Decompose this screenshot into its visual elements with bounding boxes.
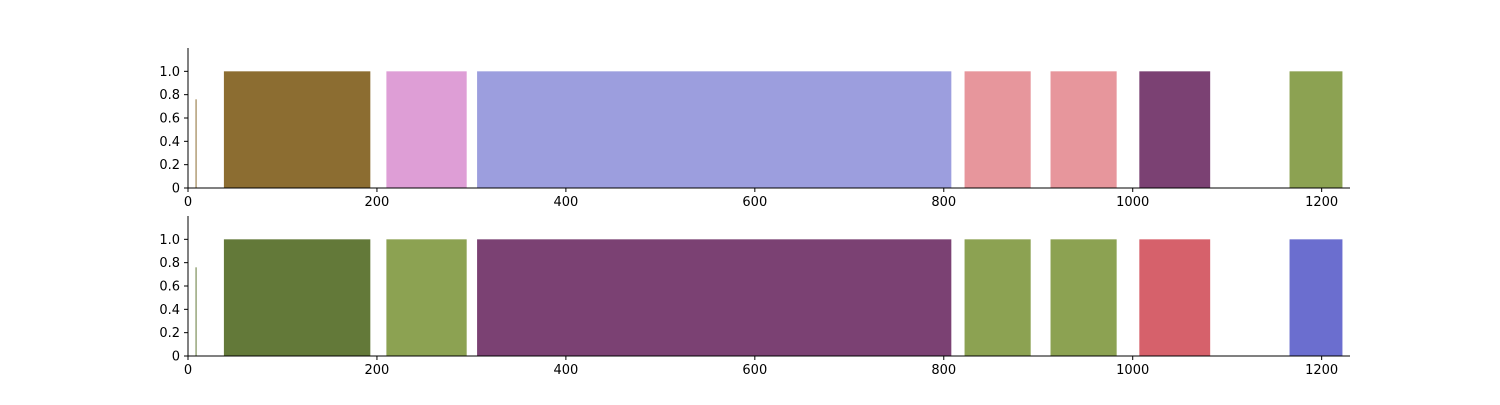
y-tick-label: 0.2 xyxy=(159,158,180,173)
x-tick-label: 400 xyxy=(553,195,578,210)
y-tick-label: 1.0 xyxy=(159,65,180,80)
x-tick-label: 800 xyxy=(931,195,956,210)
y-tick-label: 0.2 xyxy=(159,326,180,341)
x-tick-label: 1000 xyxy=(1116,363,1149,378)
bar-segment xyxy=(195,99,197,188)
bar-segment xyxy=(1139,239,1211,356)
y-tick-label: 0.4 xyxy=(159,135,180,150)
y-tick-label: 0 xyxy=(172,350,180,365)
bar-segment xyxy=(223,71,371,188)
x-tick-label: 1200 xyxy=(1305,195,1338,210)
bar-segment xyxy=(1289,239,1343,356)
bar-segment xyxy=(964,239,1031,356)
y-tick-label: 0.4 xyxy=(159,303,180,318)
bar-segment xyxy=(477,239,952,356)
x-tick-label: 200 xyxy=(365,195,390,210)
bar-segment xyxy=(1139,71,1211,188)
bar-segment xyxy=(223,239,371,356)
bar-segment xyxy=(1050,239,1117,356)
x-tick-label: 0 xyxy=(184,363,192,378)
x-tick-label: 1200 xyxy=(1305,363,1338,378)
bar-segment xyxy=(1289,71,1343,188)
x-tick-label: 800 xyxy=(931,363,956,378)
bar-segment xyxy=(1050,71,1117,188)
x-tick-label: 400 xyxy=(553,363,578,378)
chart-panel-bottom: 0 200 400 600 800 1000 1200 0 0.2 0.4 0.6 0.8 1.0 xyxy=(159,216,1350,378)
y-tick-label: 0 xyxy=(172,182,180,197)
y-tick-label: 0.8 xyxy=(159,88,180,103)
x-tick-label: 600 xyxy=(742,195,767,210)
x-tick-label: 600 xyxy=(742,363,767,378)
x-tick-label: 0 xyxy=(184,195,192,210)
bar-segment xyxy=(386,71,467,188)
chart-panel-top: 0 200 400 600 800 1000 1200 0 0.2 0.4 0.6 0.8 1.0 xyxy=(159,48,1350,210)
x-tick-label: 1000 xyxy=(1116,195,1149,210)
y-tick-label: 0.6 xyxy=(159,112,180,127)
y-tick-label: 0.6 xyxy=(159,280,180,295)
y-tick-label: 0.8 xyxy=(159,256,180,271)
bar-segment xyxy=(386,239,467,356)
bar-segment xyxy=(964,71,1031,188)
bar-segment xyxy=(477,71,952,188)
y-tick-label: 1.0 xyxy=(159,233,180,248)
bar-segment xyxy=(195,267,197,356)
x-tick-label: 200 xyxy=(365,363,390,378)
